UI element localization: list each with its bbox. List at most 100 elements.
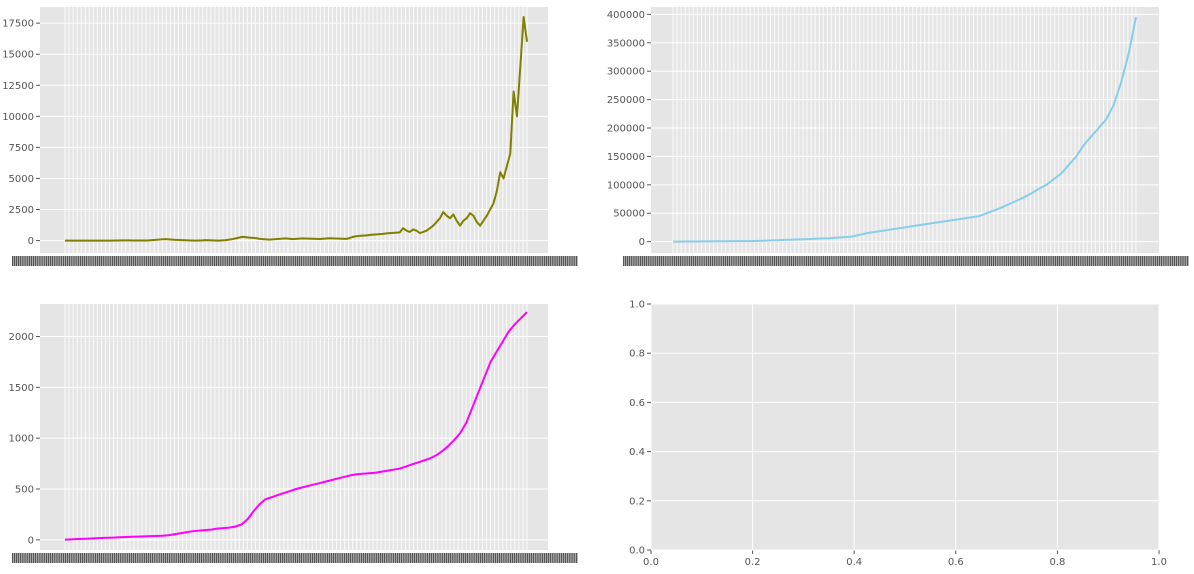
x-tick-mark — [1120, 256, 1123, 266]
series-line — [65, 15, 528, 242]
x-tick-mark — [308, 256, 310, 266]
x-tick-mark — [334, 256, 336, 266]
x-tick-mark — [166, 553, 169, 563]
x-tick-mark — [130, 256, 133, 266]
x-tick-mark — [888, 256, 891, 266]
x-tick-mark — [272, 553, 274, 563]
x-tick-mark — [498, 553, 501, 563]
x-tick-mark — [185, 256, 187, 266]
x-tick-mark — [12, 553, 14, 563]
x-tick-mark — [949, 256, 951, 266]
x-tick-mark — [277, 256, 280, 266]
x-tick-mark — [525, 256, 527, 266]
x-tick-mark — [287, 256, 289, 266]
x-tick-mark — [136, 256, 138, 266]
x-tick-mark — [443, 553, 446, 563]
x-tick-mark — [466, 256, 468, 266]
x-tick-mark — [519, 553, 521, 563]
x-tick-mark — [711, 256, 714, 266]
x-tick-mark — [483, 256, 485, 266]
x-tick-mark — [327, 553, 329, 563]
x-tick-mark — [74, 256, 76, 266]
x-tick-mark — [387, 256, 389, 266]
x-tick-mark — [296, 553, 299, 563]
x-tick-mark — [1045, 256, 1047, 266]
x-tick-mark — [445, 553, 448, 563]
x-tick-mark — [779, 256, 781, 266]
x-tick-mark — [106, 256, 108, 266]
x-tick-mark — [32, 256, 35, 266]
x-tick-mark — [887, 256, 889, 266]
x-tick-mark — [376, 256, 378, 266]
x-tick-mark — [549, 553, 551, 563]
x-tick-mark — [349, 553, 352, 563]
x-tick-mark — [551, 553, 553, 563]
x-tick-mark — [13, 553, 16, 563]
x-tick-mark — [306, 256, 308, 266]
x-tick-mark — [187, 256, 189, 266]
x-tick-mark — [172, 256, 174, 266]
x-tick-mark — [377, 553, 380, 563]
x-tick-mark — [268, 256, 270, 266]
x-tick-mark — [227, 256, 229, 266]
x-tick-mark — [259, 256, 261, 266]
x-tick-mark — [196, 553, 199, 563]
x-tick-mark — [1041, 256, 1044, 266]
x-tick-mark — [1004, 256, 1006, 266]
x-tick-label: 1.0 — [1151, 557, 1167, 568]
x-tick-mark — [168, 256, 170, 266]
x-tick-mark — [281, 553, 284, 563]
x-tick-mark — [985, 256, 987, 266]
x-tick-mark — [1168, 256, 1170, 266]
x-tick-mark — [772, 256, 774, 266]
x-tick-mark — [128, 256, 131, 266]
x-tick-mark — [566, 256, 568, 266]
x-tick-mark — [49, 553, 52, 563]
x-tick-mark — [334, 553, 336, 563]
x-tick-mark — [468, 553, 470, 563]
x-tick-mark — [176, 256, 178, 266]
x-tick-mark — [17, 256, 20, 266]
x-tick-mark — [1113, 256, 1115, 266]
x-tick-mark — [27, 256, 29, 266]
x-tick-mark — [526, 256, 529, 266]
x-tick-mark — [821, 256, 823, 266]
x-tick-mark — [526, 553, 529, 563]
x-tick-mark — [460, 256, 463, 266]
x-tick-mark — [655, 256, 657, 266]
x-tick-mark — [1096, 256, 1098, 266]
x-tick-mark — [161, 256, 163, 266]
x-tick-mark — [198, 256, 201, 266]
x-tick-mark — [728, 256, 731, 266]
x-tick-mark — [242, 553, 244, 563]
x-tick-mark — [1083, 256, 1085, 266]
x-tick-mark — [23, 553, 25, 563]
x-tick-mark — [553, 553, 555, 563]
x-tick-mark — [347, 553, 350, 563]
x-tick-mark — [726, 256, 729, 266]
x-tick-mark — [738, 256, 740, 266]
x-tick-mark — [922, 256, 925, 266]
x-tick-mark — [528, 553, 531, 563]
x-tick-mark — [534, 553, 536, 563]
x-tick-mark — [325, 256, 327, 266]
y-tick-label: 0 — [28, 236, 34, 247]
x-tick-mark — [1134, 256, 1136, 266]
x-tick-mark — [564, 553, 567, 563]
x-tick-mark — [70, 256, 72, 266]
x-tick-mark — [751, 256, 753, 266]
x-tick-mark — [411, 256, 414, 266]
x-tick-mark — [336, 553, 338, 563]
x-tick-mark — [389, 553, 391, 563]
x-tick-mark — [800, 256, 802, 266]
x-tick-mark — [515, 553, 518, 563]
x-tick-mark — [64, 256, 67, 266]
x-tick-mark — [347, 256, 350, 266]
x-tick-mark — [1085, 256, 1087, 266]
x-tick-mark — [162, 553, 165, 563]
x-tick-mark — [626, 256, 629, 266]
x-tick-mark — [673, 256, 676, 266]
x-tick-mark — [176, 553, 178, 563]
x-tick-mark — [264, 553, 267, 563]
x-tick-mark — [1141, 256, 1144, 266]
